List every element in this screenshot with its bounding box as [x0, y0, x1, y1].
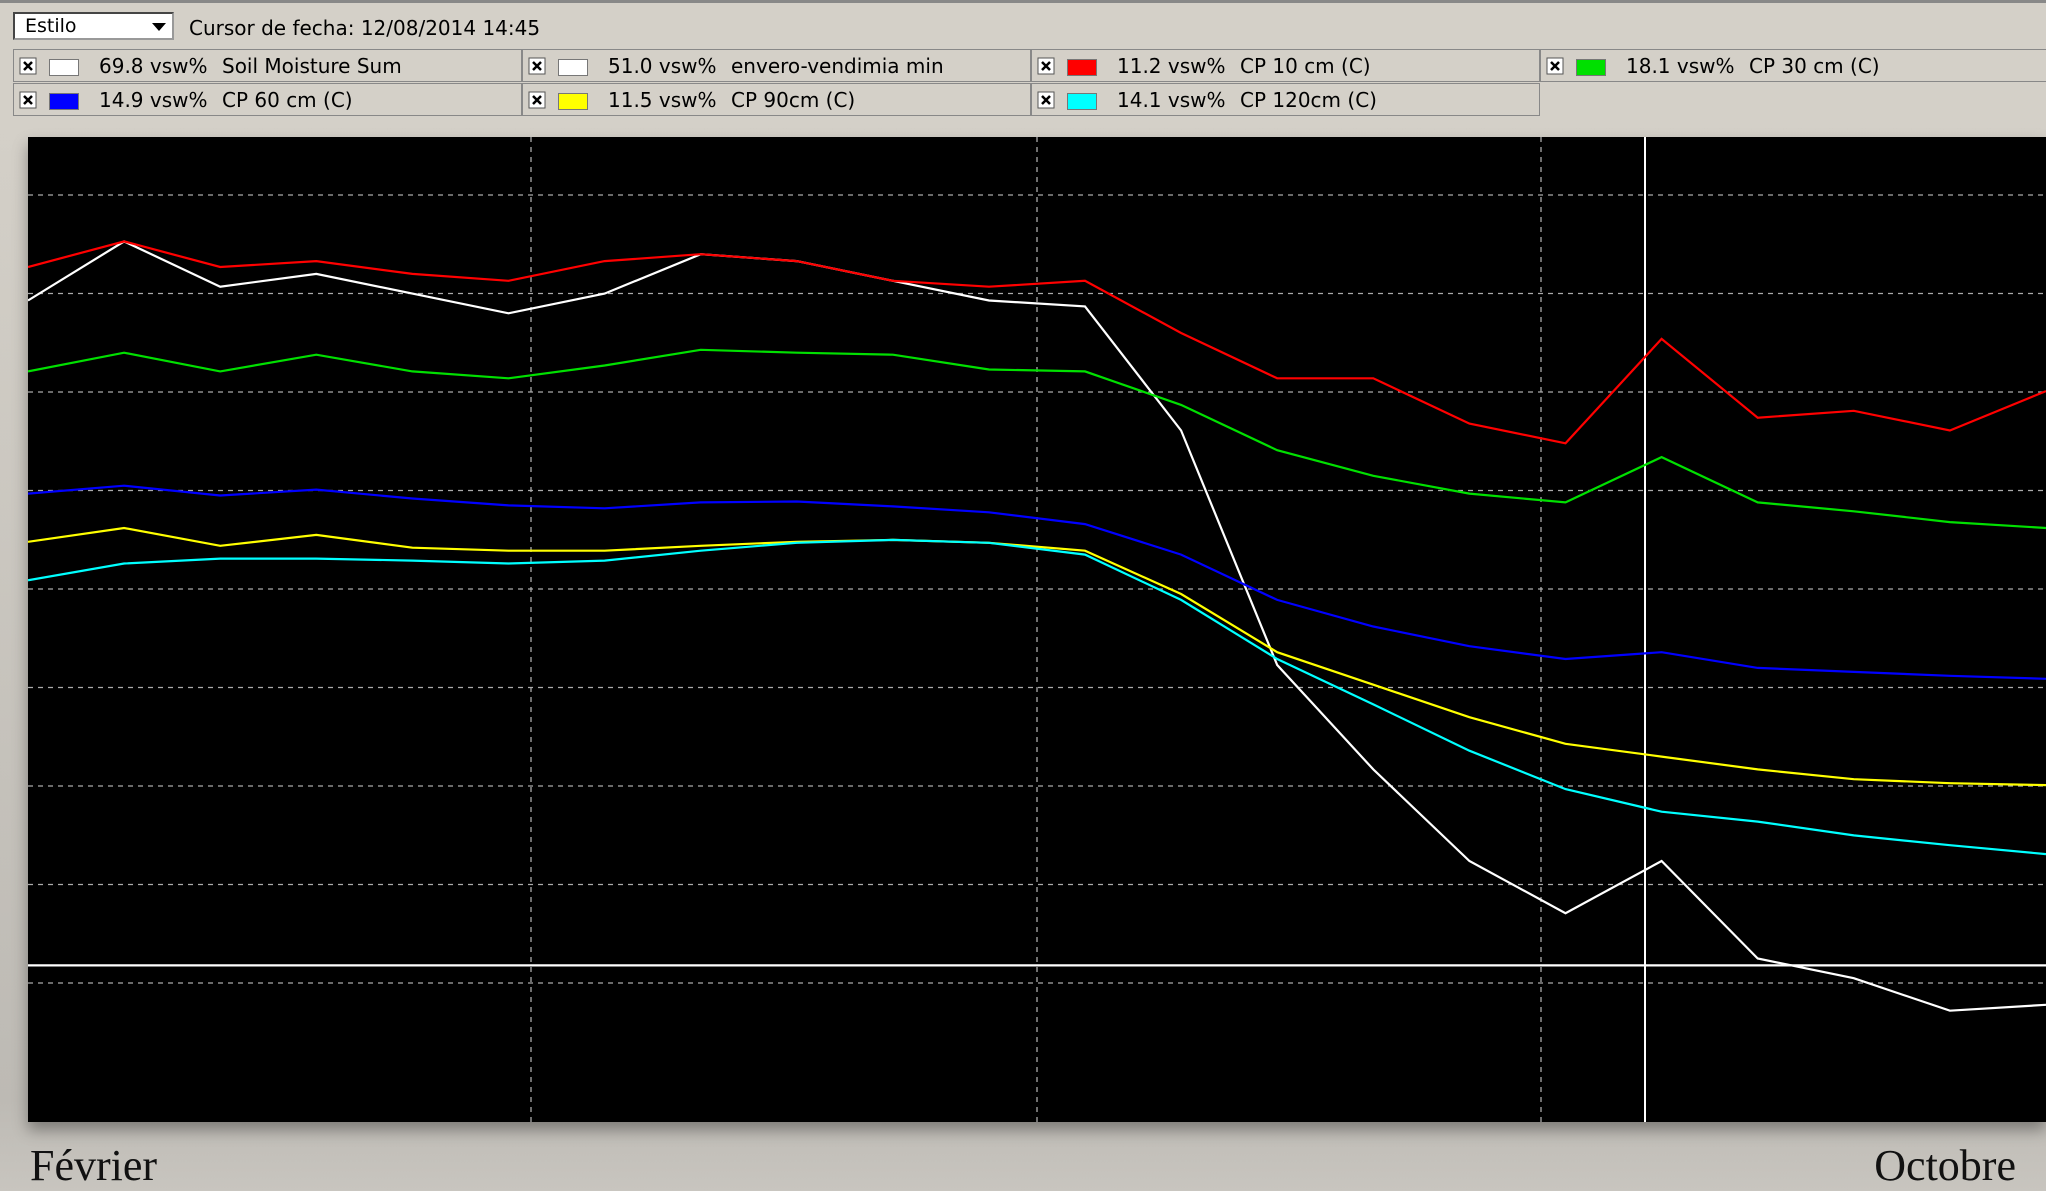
color-swatch	[1576, 59, 1606, 76]
color-swatch	[1067, 93, 1097, 110]
series-reading: 14.1 vsw%	[1117, 88, 1226, 112]
series-line	[28, 348, 2046, 530]
series-name: Soil Moisture Sum	[222, 54, 402, 78]
dropdown-arrow	[152, 23, 166, 31]
checkbox-mark	[1041, 95, 1051, 105]
series-line	[28, 526, 2046, 787]
series-name: CP 10 cm (C)	[1240, 54, 1371, 78]
legend-item: 11.2 vsw% CP 10 cm (C)	[1031, 49, 1540, 82]
checkbox-mark	[532, 61, 542, 71]
series-reading: 11.5 vsw%	[608, 88, 717, 112]
checkbox[interactable]	[19, 91, 37, 109]
checkbox[interactable]	[1037, 91, 1055, 109]
series-line	[28, 240, 2046, 1012]
chart	[28, 137, 2046, 1122]
checkbox[interactable]	[1546, 57, 1564, 75]
checkbox[interactable]	[528, 57, 546, 75]
legend-item: 69.8 vsw% Soil Moisture Sum	[13, 49, 522, 82]
start-month: Février	[30, 1141, 158, 1190]
series-reading: 69.8 vsw%	[99, 54, 208, 78]
series-name: CP 90cm (C)	[731, 88, 856, 112]
series-name: CP 120cm (C)	[1240, 88, 1377, 112]
checkbox[interactable]	[1037, 57, 1055, 75]
cursor-label: Cursor de fecha:	[189, 16, 355, 40]
series-reading: 51.0 vsw%	[608, 54, 717, 78]
checkbox[interactable]	[528, 91, 546, 109]
cursor-info: Cursor de fecha: 12/08/2014 14:45	[189, 16, 540, 40]
color-swatch	[558, 59, 588, 76]
legend-item: 18.1 vsw% CP 30 cm (C)	[1540, 49, 2046, 82]
color-swatch	[49, 59, 79, 76]
color-swatch	[1067, 59, 1097, 76]
legend-item: 14.1 vsw% CP 120cm (C)	[1031, 83, 1540, 116]
toolbar: Estilo Cursor de fecha: 12/08/2014 14:45	[0, 0, 2046, 48]
legend-item: 11.5 vsw% CP 90cm (C)	[522, 83, 1031, 116]
checkbox[interactable]	[19, 57, 37, 75]
color-swatch	[558, 93, 588, 110]
series-reading: 14.9 vsw%	[99, 88, 208, 112]
series-reading: 11.2 vsw%	[1117, 54, 1226, 78]
series-name: envero-vendimia min	[731, 54, 944, 78]
legend: 69.8 vsw% Soil Moisture Sum 51.0 vsw% enver…	[13, 49, 2046, 117]
checkbox-mark	[1041, 61, 1051, 71]
checkbox-mark	[23, 61, 33, 71]
legend-item: 51.0 vsw% envero-vendimia min	[522, 49, 1031, 82]
color-swatch	[49, 93, 79, 110]
cursor-date: 12/08/2014 14:45	[360, 16, 541, 40]
checkbox-mark	[532, 95, 542, 105]
series-reading: 18.1 vsw%	[1626, 54, 1735, 78]
series-line	[28, 240, 2046, 445]
series-name: CP 30 cm (C)	[1749, 54, 1880, 78]
checkbox-mark	[23, 95, 33, 105]
series-name: CP 60 cm (C)	[222, 88, 353, 112]
series-line	[28, 484, 2046, 680]
end-month: Octobre	[1874, 1141, 2016, 1190]
checkbox-mark	[1550, 61, 1560, 71]
select-text: Estilo	[25, 15, 77, 37]
legend-item: 14.9 vsw% CP 60 cm (C)	[13, 83, 522, 116]
style-select[interactable]: Estilo	[13, 12, 174, 40]
series-line	[28, 538, 2046, 856]
